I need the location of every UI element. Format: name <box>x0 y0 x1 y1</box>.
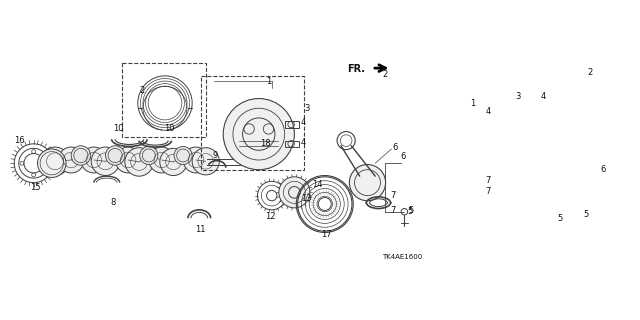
Text: 7: 7 <box>486 187 491 196</box>
Bar <box>259 152 266 156</box>
Bar <box>122 63 205 137</box>
Text: 8: 8 <box>111 197 116 206</box>
Text: 11: 11 <box>195 225 206 234</box>
Text: 1: 1 <box>470 99 475 108</box>
Text: 7: 7 <box>390 206 396 215</box>
Text: 5: 5 <box>583 210 588 219</box>
Text: 18: 18 <box>260 139 271 148</box>
Text: 3: 3 <box>515 92 520 101</box>
Circle shape <box>192 148 220 175</box>
Circle shape <box>223 99 294 170</box>
Circle shape <box>106 146 125 165</box>
Text: 4: 4 <box>541 92 546 101</box>
Text: 5: 5 <box>407 207 412 216</box>
Text: 7: 7 <box>486 176 491 185</box>
Circle shape <box>38 149 66 178</box>
Circle shape <box>125 148 154 176</box>
Bar <box>521 103 539 111</box>
Circle shape <box>484 165 525 207</box>
Circle shape <box>41 147 69 176</box>
Circle shape <box>115 147 141 173</box>
Text: 5: 5 <box>557 214 563 223</box>
Circle shape <box>81 147 107 173</box>
Text: 7: 7 <box>390 191 396 200</box>
Text: 12: 12 <box>265 212 276 221</box>
Circle shape <box>349 164 386 201</box>
Text: 14: 14 <box>312 180 323 189</box>
Text: 17: 17 <box>321 230 332 239</box>
Text: 6: 6 <box>600 165 605 174</box>
Text: 3: 3 <box>305 104 310 113</box>
Text: 10: 10 <box>164 124 175 133</box>
Circle shape <box>160 148 187 176</box>
Text: FR.: FR. <box>348 64 365 75</box>
Circle shape <box>58 147 84 173</box>
Text: TK4AE1600: TK4AE1600 <box>381 254 422 260</box>
Bar <box>419 76 627 236</box>
Bar <box>555 76 620 120</box>
Text: 2: 2 <box>140 86 145 95</box>
Text: 6: 6 <box>392 143 397 152</box>
Text: 9: 9 <box>213 151 218 160</box>
Text: 4: 4 <box>300 138 305 147</box>
Text: 4: 4 <box>300 118 305 127</box>
Bar <box>285 140 299 147</box>
Circle shape <box>149 147 175 173</box>
Text: 2: 2 <box>382 70 388 79</box>
Text: 13: 13 <box>301 194 311 203</box>
Circle shape <box>71 146 91 165</box>
Text: 15: 15 <box>30 183 41 192</box>
Bar <box>285 121 299 128</box>
Circle shape <box>183 147 209 173</box>
Text: 2: 2 <box>588 68 593 76</box>
Text: 5: 5 <box>408 206 413 215</box>
Text: 16: 16 <box>14 136 25 145</box>
Circle shape <box>92 147 120 176</box>
Bar <box>200 76 304 170</box>
Text: 10: 10 <box>113 124 124 133</box>
Circle shape <box>174 147 192 164</box>
Text: 4: 4 <box>486 107 491 116</box>
Circle shape <box>279 177 310 208</box>
Text: 1: 1 <box>266 76 271 85</box>
Circle shape <box>140 147 158 164</box>
Text: 6: 6 <box>401 152 406 161</box>
